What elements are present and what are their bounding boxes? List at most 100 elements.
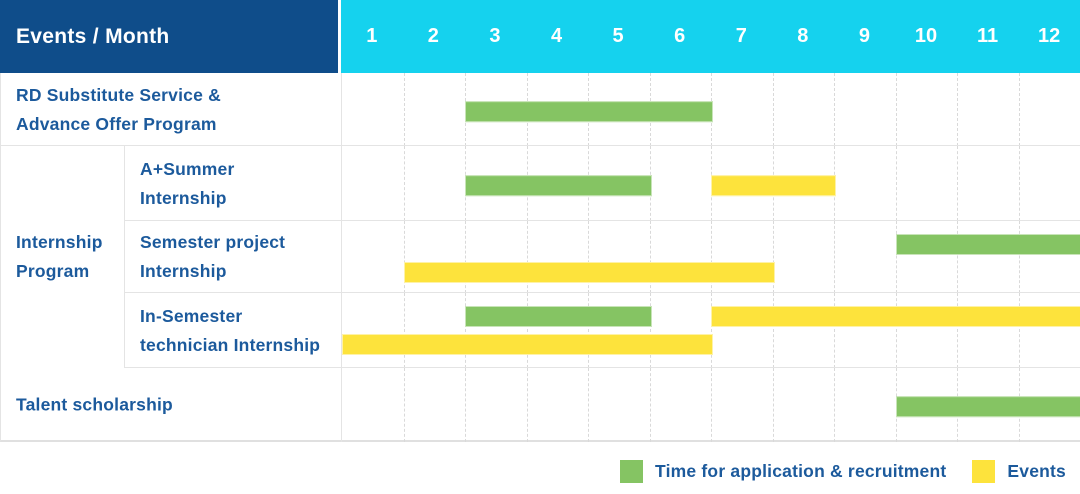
timeline-cell <box>341 73 1080 146</box>
row-label: RD Substitute Service & Advance Offer Pr… <box>16 81 221 139</box>
month-gridline <box>895 221 897 293</box>
month-label: 2 <box>427 25 439 47</box>
month-label: 9 <box>858 25 870 47</box>
month-gridline <box>588 221 589 293</box>
month-gridline <box>403 146 405 221</box>
month-label: 12 <box>1038 25 1061 47</box>
month-gridline <box>957 73 958 146</box>
application-period-bar <box>465 306 652 327</box>
month-gridline <box>588 293 589 368</box>
event-period-bar <box>711 174 836 196</box>
month-gridline <box>772 73 774 146</box>
month-gridline <box>649 221 651 293</box>
group-cell-internship-program: Internship Program <box>1 146 125 368</box>
month-gridline <box>895 146 897 221</box>
row-label: Semester project Internship <box>140 228 285 286</box>
month-header-row: 1 2 3 4 5 6 7 8 9 10 11 12 <box>341 0 1080 73</box>
month-gridline <box>403 293 405 368</box>
month-gridline <box>711 293 712 368</box>
month-gridline <box>772 221 774 293</box>
row-in-semester-technician-internship: In-Semester technician Internship <box>1 293 1080 368</box>
month-gridline <box>957 146 958 221</box>
table-body: RD Substitute Service & Advance Offer Pr… <box>0 73 1080 442</box>
event-period-bar <box>403 262 775 283</box>
month-gridline <box>1018 293 1020 368</box>
month-gridline <box>1018 73 1020 146</box>
legend-item-events: Events <box>972 460 1066 483</box>
legend-label: Time for application & recruitment <box>655 461 947 481</box>
application-period-bar <box>465 100 713 122</box>
row-label: A+Summer Internship <box>140 155 234 213</box>
month-gridline <box>403 73 405 146</box>
month-gridline <box>834 73 835 146</box>
application-period-bar <box>465 174 652 196</box>
month-gridline <box>403 368 405 442</box>
month-gridline <box>526 293 528 368</box>
month-gridline <box>834 221 835 293</box>
month-gridline <box>711 368 712 442</box>
month-gridline <box>1018 146 1020 221</box>
row-label-line: Talent scholarship <box>16 394 173 415</box>
legend-item-application: Time for application & recruitment <box>620 460 946 483</box>
month-label: 8 <box>797 25 809 47</box>
month-gridline <box>834 368 835 442</box>
month-gridline <box>465 368 466 442</box>
application-period-bar <box>895 234 1080 255</box>
row-label-line: Internship <box>140 261 227 281</box>
month-gridline <box>649 368 651 442</box>
month-gridline <box>711 221 712 293</box>
row-rd-substitute-service: RD Substitute Service & Advance Offer Pr… <box>1 73 1080 146</box>
application-period-bar <box>895 396 1080 418</box>
month-gridline <box>403 221 405 293</box>
month-label: 6 <box>674 25 686 47</box>
month-label: 3 <box>489 25 501 47</box>
month-gridline <box>526 368 528 442</box>
green-swatch-icon <box>620 460 644 483</box>
row-talent-scholarship: Talent scholarship <box>1 368 1080 442</box>
month-gridline <box>465 221 466 293</box>
row-label-line: Internship <box>140 187 227 208</box>
events-month-header-cell: Events / Month <box>0 0 338 73</box>
row-label: In-Semester technician Internship <box>140 302 320 360</box>
schedule-table: Events / Month 1 2 3 4 5 6 7 8 9 10 11 12 RD Substi… <box>0 0 1080 442</box>
row-label-line: RD Substitute Service & <box>16 84 221 105</box>
yellow-swatch-icon <box>972 460 996 483</box>
row-label-line: Semester project <box>140 232 286 252</box>
timeline-cell <box>341 146 1080 221</box>
month-label: 1 <box>366 25 378 47</box>
row-a-plus-summer-internship: A+Summer Internship <box>1 146 1080 221</box>
row-label-line: A+Summer <box>140 158 235 179</box>
group-label-line: Program <box>16 261 90 281</box>
month-gridline <box>649 293 651 368</box>
row-label-line: In-Semester <box>140 305 243 326</box>
month-gridline <box>772 293 774 368</box>
month-gridline <box>834 293 835 368</box>
timeline-cell <box>341 368 1080 442</box>
timeline-cell <box>341 221 1080 293</box>
month-gridline <box>957 293 958 368</box>
month-label: 4 <box>550 25 563 47</box>
month-gridline <box>772 368 774 442</box>
group-label-line: Internship <box>16 232 103 252</box>
timeline-cell <box>341 293 1080 368</box>
month-gridline <box>526 221 528 293</box>
month-gridline <box>588 368 589 442</box>
month-label: 10 <box>914 25 938 47</box>
group-label: Internship Program <box>16 228 103 286</box>
month-label: 5 <box>612 25 624 47</box>
event-period-bar <box>342 334 713 355</box>
event-period-bar <box>711 306 1080 327</box>
month-gridline <box>895 73 897 146</box>
month-gridline <box>957 221 958 293</box>
row-label-line: technician Internship <box>140 334 321 355</box>
month-label: 7 <box>735 25 747 47</box>
row-label-line: Advance Offer Program <box>16 113 217 134</box>
legend: Time for application & recruitment Event… <box>620 460 1066 483</box>
row-label: Talent scholarship <box>16 391 173 420</box>
month-label: 11 <box>976 25 999 47</box>
month-gridline <box>1018 221 1020 293</box>
legend-label: Events <box>1007 461 1066 481</box>
table-header: Events / Month 1 2 3 4 5 6 7 8 9 10 11 12 <box>0 0 1080 73</box>
row-semester-project-internship: Semester project Internship <box>1 221 1080 293</box>
